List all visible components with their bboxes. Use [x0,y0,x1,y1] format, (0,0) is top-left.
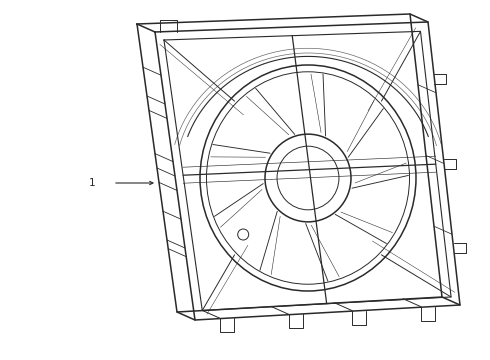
Text: 1: 1 [88,178,95,188]
